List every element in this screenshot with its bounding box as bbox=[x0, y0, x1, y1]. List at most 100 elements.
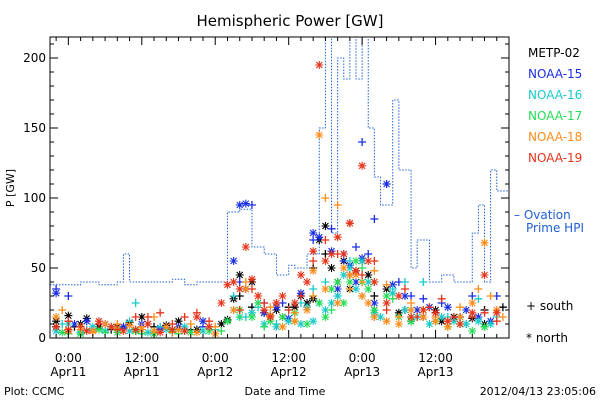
noaa-18-north-point bbox=[468, 299, 477, 307]
noaa-15-south-point bbox=[419, 294, 428, 303]
noaa-17-south-point bbox=[235, 313, 244, 321]
x-tick-time: 0:00 bbox=[349, 351, 376, 365]
noaa-18-north-point bbox=[339, 264, 348, 272]
noaa-19-north-point bbox=[303, 278, 312, 286]
noaa-18-south-point bbox=[370, 266, 379, 275]
noaa-18-north-point bbox=[162, 322, 171, 331]
plot-credit: Plot: CCMC bbox=[4, 385, 65, 398]
noaa-16-south-point bbox=[309, 285, 318, 293]
noaa-19-south-point bbox=[180, 313, 189, 321]
noaa-19-north-point bbox=[370, 278, 379, 286]
noaa-18-north-point bbox=[303, 306, 312, 314]
noaa-19-north-point bbox=[492, 308, 501, 317]
noaa-17-north-point bbox=[370, 306, 379, 314]
x-tick-time: 12:00 bbox=[125, 351, 160, 365]
noaa-18-north-point bbox=[382, 317, 391, 326]
noaa-19-north-point bbox=[333, 233, 342, 242]
noaa-19-north-point bbox=[241, 243, 250, 251]
noaa-17-north-point bbox=[303, 320, 312, 328]
noaa-18-north-point bbox=[370, 313, 379, 321]
noaa-19-south-point bbox=[64, 317, 73, 326]
noaa-18-south-point bbox=[290, 308, 299, 317]
noaa-16-north-point bbox=[437, 313, 446, 321]
noaa-16-north-point bbox=[327, 299, 336, 307]
noaa-17-north-point bbox=[407, 317, 416, 326]
noaa-19-north-point bbox=[229, 278, 238, 286]
metp-02-north-point bbox=[364, 271, 373, 279]
noaa-17-north-point bbox=[58, 328, 67, 337]
noaa-18-south-point bbox=[309, 292, 318, 300]
metp-02-north-point bbox=[64, 311, 73, 320]
noaa-19-south-point bbox=[247, 285, 256, 293]
noaa-18-north-point bbox=[125, 321, 134, 330]
noaa-17-north-point bbox=[278, 313, 287, 321]
legend-ovation-line2: Prime HPI bbox=[526, 221, 584, 235]
noaa-17-north-point bbox=[247, 313, 256, 321]
noaa-16-north-point bbox=[462, 320, 471, 328]
noaa-19-north-point bbox=[168, 325, 177, 334]
metp-02-north-point bbox=[235, 271, 244, 279]
noaa-18-north-point bbox=[241, 285, 250, 293]
noaa-19-north-point bbox=[217, 299, 226, 307]
noaa-18-south-point bbox=[474, 285, 483, 293]
noaa-18-north-point bbox=[101, 320, 110, 328]
noaa-15-north-point bbox=[309, 229, 318, 237]
metp-02-north-point bbox=[52, 317, 61, 326]
noaa-19-south-point bbox=[260, 299, 269, 307]
noaa-19-south-point bbox=[480, 308, 489, 317]
legend-ovation-line1: – Ovation bbox=[514, 208, 571, 222]
noaa-18-south-point bbox=[456, 303, 465, 312]
noaa-19-north-point bbox=[382, 299, 391, 307]
noaa-19-south-point bbox=[400, 285, 409, 293]
noaa-19-south-point bbox=[143, 313, 152, 321]
ovation-series bbox=[50, 36, 509, 286]
noaa-16-south-point bbox=[131, 299, 140, 307]
noaa-15-south-point bbox=[364, 250, 373, 258]
noaa-19-north-point bbox=[456, 320, 465, 328]
noaa-19-north-point bbox=[143, 320, 152, 328]
noaa-19-north-point bbox=[431, 308, 440, 317]
noaa-16-north-point bbox=[352, 285, 360, 293]
noaa-19-north-point bbox=[94, 317, 103, 326]
noaa-19-north-point bbox=[345, 219, 354, 228]
chart-title: Hemispheric Power [GW] bbox=[197, 12, 384, 30]
noaa-19-north-point bbox=[266, 313, 275, 321]
noaa-19-north-point bbox=[205, 322, 214, 331]
noaa-16-north-point bbox=[474, 317, 483, 326]
plot-frame bbox=[49, 36, 510, 339]
noaa-16-north-point bbox=[88, 322, 97, 331]
noaa-18-south-point bbox=[241, 278, 250, 286]
noaa-19-north-point bbox=[180, 327, 189, 335]
x-tick-date: Apr12 bbox=[197, 365, 233, 379]
noaa-18-north-point bbox=[456, 313, 465, 321]
noaa-19-south-point bbox=[309, 257, 318, 265]
metp-02-north-point bbox=[437, 317, 446, 326]
noaa-16-south-point bbox=[229, 292, 238, 300]
noaa-19-south-point bbox=[437, 294, 446, 303]
noaa-18-north-point bbox=[333, 299, 342, 307]
noaa-18-north-point bbox=[407, 306, 416, 314]
noaa-18-north-point bbox=[480, 238, 489, 247]
noaa-16-north-point bbox=[199, 327, 207, 335]
noaa-19-north-point bbox=[419, 306, 428, 314]
noaa-19-north-point bbox=[272, 299, 281, 307]
noaa-16-north-point bbox=[272, 322, 281, 331]
noaa-19-south-point bbox=[235, 306, 244, 314]
noaa-18-south-point bbox=[486, 292, 495, 300]
noaa-19-north-point bbox=[278, 292, 287, 300]
y-tick-label: 150 bbox=[23, 121, 46, 135]
noaa-17-south-point bbox=[327, 306, 336, 314]
x-tick-time: 0:00 bbox=[202, 351, 229, 365]
legend-entry: NOAA-15 bbox=[528, 67, 582, 81]
noaa-19-south-point bbox=[156, 308, 165, 317]
noaa-18-north-point bbox=[278, 322, 287, 331]
noaa-19-north-point bbox=[407, 313, 416, 321]
noaa-17-south-point bbox=[388, 294, 397, 303]
noaa-19-north-point bbox=[296, 271, 305, 279]
noaa-18-north-point bbox=[309, 266, 318, 275]
noaa-17-north-point bbox=[94, 325, 103, 334]
legend-entry: METP-02 bbox=[528, 46, 580, 60]
noaa-15-south-point bbox=[64, 292, 73, 300]
symbol-legend-entry: + south bbox=[526, 299, 573, 313]
noaa-19-north-point bbox=[107, 322, 116, 331]
